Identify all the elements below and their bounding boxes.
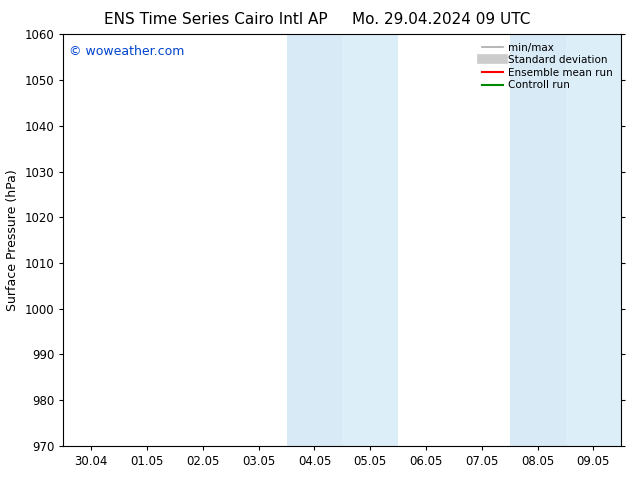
- Text: © woweather.com: © woweather.com: [69, 45, 184, 58]
- Legend: min/max, Standard deviation, Ensemble mean run, Controll run: min/max, Standard deviation, Ensemble me…: [479, 40, 616, 94]
- Bar: [287, 34, 342, 446]
- Text: ENS Time Series Cairo Intl AP     Mo. 29.04.2024 09 UTC: ENS Time Series Cairo Intl AP Mo. 29.04.…: [104, 12, 530, 27]
- Bar: [510, 34, 566, 446]
- Y-axis label: Surface Pressure (hPa): Surface Pressure (hPa): [6, 169, 19, 311]
- Bar: [566, 34, 621, 446]
- Bar: [342, 34, 398, 446]
